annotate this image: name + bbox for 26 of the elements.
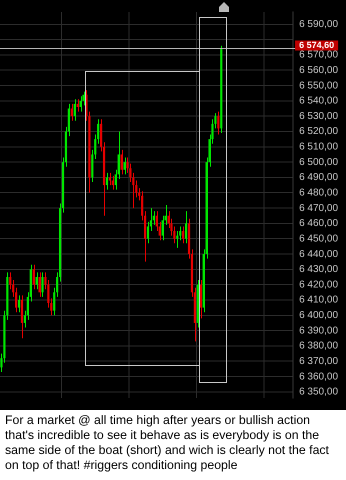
- y-tick-label: 6 410,00: [299, 294, 338, 306]
- y-tick-label: 6 380,00: [299, 340, 338, 352]
- y-tick-label: 6 350,00: [299, 386, 338, 398]
- y-tick-label: 6 530,00: [299, 110, 338, 122]
- y-tick-label: 6 440,00: [299, 248, 338, 260]
- y-tick-label: 6 360,00: [299, 371, 338, 382]
- y-tick-label: 6 430,00: [299, 264, 338, 276]
- y-tick-label: 6 540,00: [299, 96, 338, 107]
- y-tick-label: 6 490,00: [299, 172, 338, 184]
- y-tick-label: 6 590,00: [299, 19, 338, 30]
- y-tick-label: 6 520,00: [299, 126, 338, 138]
- y-tick-label: 6 560,00: [299, 64, 338, 76]
- text: For a market @ all time high after years or bullish action that's incredible to see it behave as is everybody is on the same side of the boat (short) and wich is clearly not the fact on top of that! #riggers conditioning people: [4, 412, 330, 473]
- y-tick-label: 6 470,00: [299, 202, 338, 214]
- y-tick-label: 6 480,00: [299, 187, 338, 198]
- y-tick-label: 6 500,00: [299, 156, 338, 168]
- y-tick-label: 6 420,00: [299, 279, 338, 290]
- y-tick-label: 6 370,00: [299, 356, 338, 367]
- y-tick-label: 6 550,00: [299, 80, 338, 92]
- y-tick-label: 6 460,00: [299, 218, 338, 230]
- ref-line-label: 6 574,60: [299, 40, 334, 50]
- y-tick-label: 6 400,00: [299, 310, 338, 322]
- y-tick-label: 6 390,00: [299, 325, 338, 336]
- y-tick-label: 6 450,00: [299, 233, 338, 244]
- y-tick-label: 6 570,00: [299, 50, 338, 61]
- y-tick-label: 6 510,00: [299, 142, 338, 153]
